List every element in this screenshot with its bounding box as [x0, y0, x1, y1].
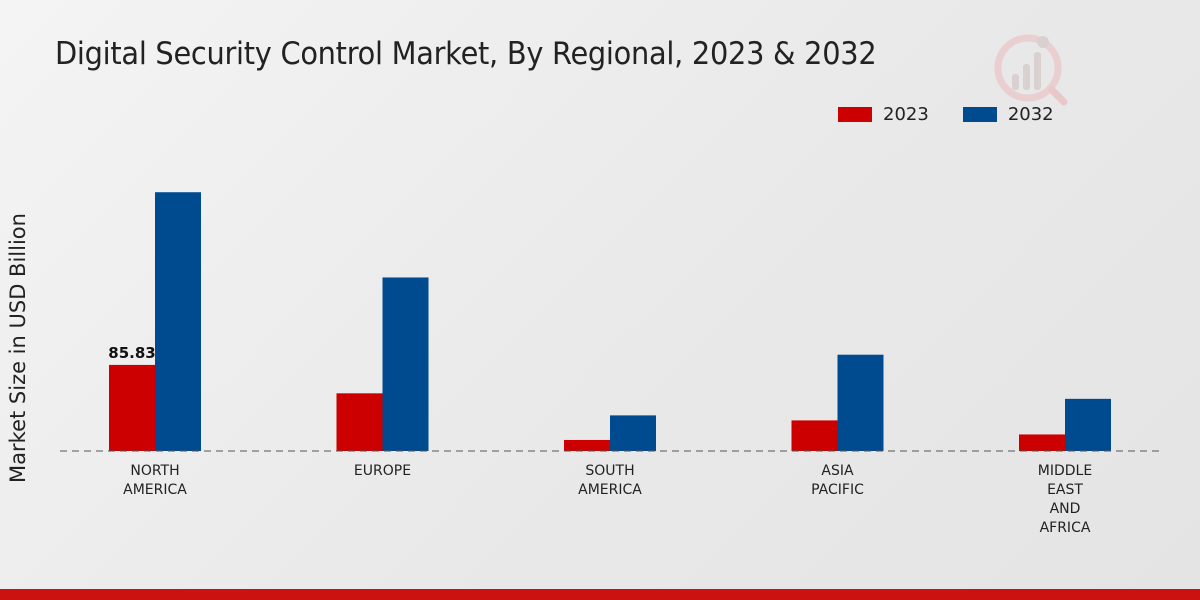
- legend-item-2032: 2032: [962, 104, 1054, 125]
- bar-2023-asia-pacific: [791, 420, 838, 451]
- x-tick-label-middle-east-and-africa: MIDDLE EAST AND AFRICA: [1038, 463, 1092, 536]
- bar-2023-south-america: [564, 439, 610, 451]
- legend-swatch-2023: [838, 107, 872, 122]
- bar-2032-south-america: [610, 415, 656, 451]
- legend-item-2023: 2023: [838, 104, 929, 125]
- legend-label-2032: 2032: [1007, 104, 1054, 125]
- x-tick-label-north-america: NORTH AMERICA: [123, 463, 187, 498]
- bar-2023-north-america: [109, 364, 155, 451]
- legend-label-2023: 2023: [883, 104, 929, 125]
- footer-bar: [0, 589, 1200, 600]
- legend: 2023 2032: [838, 104, 1088, 125]
- x-tick-label-asia-pacific: ASIA PACIFIC: [811, 463, 864, 498]
- data-label-2023-north-america: 85.83: [108, 344, 155, 362]
- x-tick-label-south-america: SOUTH AMERICA: [578, 463, 642, 498]
- bar-2032-middle-east-and-africa: [1065, 398, 1111, 451]
- brand-logo-icon: [994, 34, 1068, 106]
- bar-2032-asia-pacific: [837, 354, 884, 451]
- bar-2032-north-america: [155, 192, 201, 451]
- bar-2023-europe: [336, 393, 383, 451]
- bar-2032-europe: [382, 277, 429, 451]
- chart-title: Digital Security Control Market, By Regi…: [55, 36, 877, 72]
- bar-2023-middle-east-and-africa: [1019, 434, 1065, 451]
- legend-swatch-2032: [962, 107, 997, 122]
- x-tick-label-europe: EUROPE: [354, 463, 411, 479]
